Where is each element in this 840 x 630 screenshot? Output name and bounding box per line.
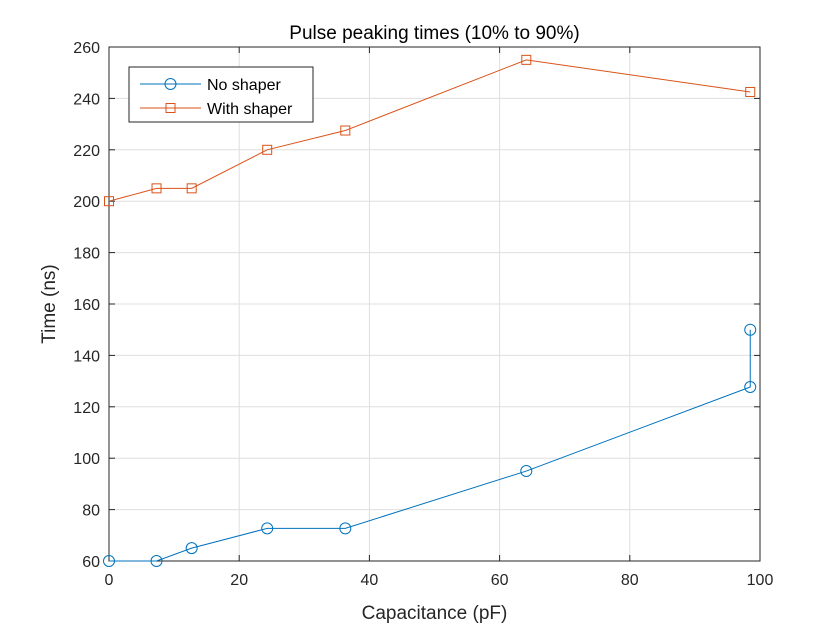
data-point-no-shaper (185, 542, 198, 555)
series-with-shaper (104, 54, 756, 207)
y-tick-label: 140 (73, 348, 100, 365)
data-point-no-shaper (744, 323, 757, 336)
legend-label-with-shaper: With shaper (207, 101, 293, 118)
x-tick-label: 20 (230, 572, 248, 589)
legend-item-no-shaper: No shaper (140, 77, 281, 94)
legend-label-no-shaper: No shaper (207, 77, 281, 94)
data-point-no-shaper (520, 465, 533, 478)
series-line-no-shaper (109, 329, 751, 562)
x-tick-label: 60 (491, 572, 509, 589)
data-point-no-shaper (103, 555, 115, 567)
y-axis-title: Time (ns) (39, 264, 60, 344)
x-tick-label: 40 (361, 572, 379, 589)
data-point-with-shaper (521, 54, 532, 65)
legend-marker-no-shaper (164, 78, 177, 90)
data-point-with-shaper (151, 183, 162, 194)
legend-box (128, 66, 314, 123)
y-tick-label: 60 (82, 554, 100, 571)
series-line-with-shaper (108, 59, 751, 202)
legend: No shaper With shaper (128, 66, 314, 123)
y-tick-label: 80 (82, 503, 100, 520)
y-tick-label: 100 (73, 451, 100, 468)
series-no-shaper (103, 323, 757, 567)
data-point-no-shaper (744, 381, 757, 394)
y-tick-label: 220 (73, 143, 100, 160)
legend-item-with-shaper: With shaper (140, 101, 293, 118)
y-tick-label: 240 (73, 91, 100, 108)
data-point-with-shaper (340, 125, 351, 136)
data-point-with-shaper (186, 183, 197, 194)
series-layer (103, 54, 757, 567)
axis-ticks: 0 20 40 60 80 100 60 80 100 120 140 160 180 200 220 240… (73, 40, 773, 589)
data-point-with-shaper (745, 86, 756, 97)
y-tick-label: 180 (73, 246, 100, 263)
data-point-with-shaper (262, 144, 273, 155)
data-point-no-shaper (150, 555, 163, 567)
x-tick-label: 100 (747, 572, 774, 589)
y-tick-label: 120 (73, 400, 100, 417)
x-axis-title: Capacitance (pF) (362, 603, 508, 624)
legend-marker-with-shaper (165, 103, 176, 113)
data-point-no-shaper (339, 522, 352, 535)
x-tick-label: 0 (105, 572, 114, 589)
y-tick-label: 200 (73, 194, 100, 211)
data-point-with-shaper (104, 196, 114, 207)
y-tick-label: 260 (73, 40, 100, 57)
y-tick-label: 160 (73, 297, 100, 314)
data-point-no-shaper (261, 522, 274, 535)
chart-title: Pulse peaking times (10% to 90%) (289, 23, 579, 44)
x-tick-label: 80 (621, 572, 639, 589)
